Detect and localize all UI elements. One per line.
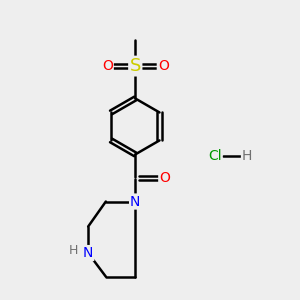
Text: N: N [83, 246, 93, 260]
Text: O: O [102, 59, 113, 73]
Text: H: H [242, 149, 252, 163]
Text: H: H [69, 244, 78, 256]
Text: Cl: Cl [208, 149, 222, 163]
Text: O: O [158, 59, 169, 73]
Text: O: O [159, 171, 170, 185]
Text: S: S [130, 57, 141, 75]
Text: N: N [130, 194, 140, 208]
